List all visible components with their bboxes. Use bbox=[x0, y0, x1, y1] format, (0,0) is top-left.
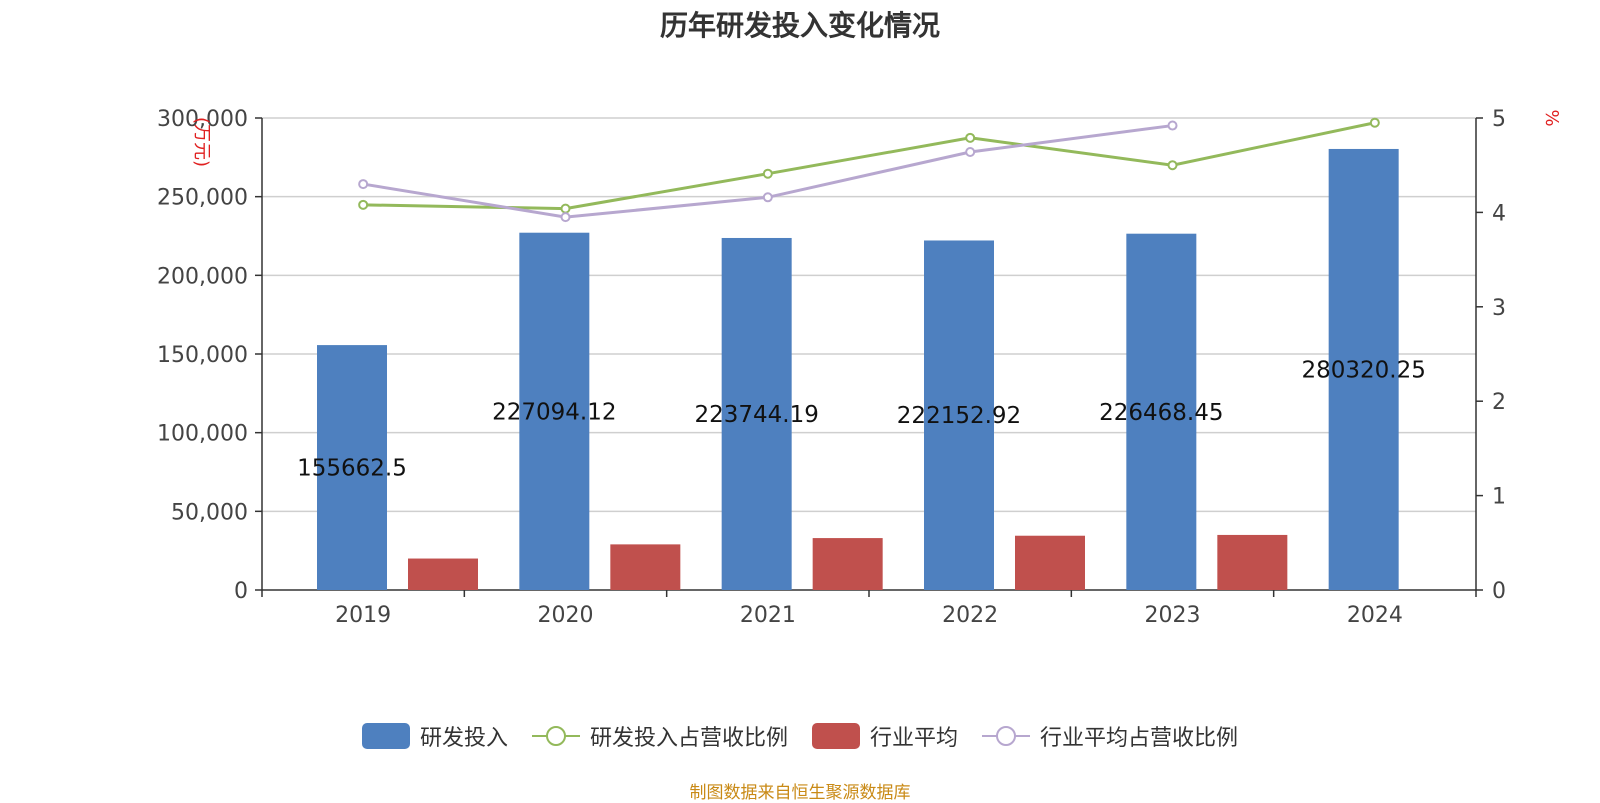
bar-value-label: 227094.12 bbox=[492, 399, 616, 425]
bar-industry-average bbox=[812, 538, 883, 590]
right-tick-label: 4 bbox=[1492, 201, 1506, 226]
bar-value-label: 280320.25 bbox=[1301, 357, 1425, 383]
legend-swatch-industry-average bbox=[812, 723, 860, 749]
right-tick-label: 5 bbox=[1492, 107, 1506, 132]
point-industry-ratio bbox=[965, 146, 976, 157]
bar-value-label: 222152.92 bbox=[897, 403, 1021, 429]
left-axis-unit: (万元) bbox=[191, 117, 212, 167]
legend-swatch-rd-ratio bbox=[531, 726, 580, 746]
right-axis-unit: % bbox=[1541, 109, 1562, 126]
point-industry-ratio bbox=[762, 192, 773, 203]
legend-swatch-rd-investment bbox=[361, 723, 410, 749]
chart-title: 历年研发投入变化情况 bbox=[659, 9, 940, 42]
x-tick-label: 2022 bbox=[942, 603, 998, 628]
legend: 研发投入 研发投入占营收比例 行业平均 行业平均占营收比例 bbox=[0, 720, 1600, 752]
bar-rd-investment bbox=[1328, 148, 1399, 590]
line-rd-ratio bbox=[363, 121, 1376, 211]
bar-industry-average bbox=[1217, 534, 1288, 590]
left-tick-label: 250,000 bbox=[157, 186, 248, 211]
left-tick-label: 200,000 bbox=[157, 264, 248, 289]
point-industry-ratio bbox=[1167, 120, 1178, 131]
right-tick-label: 3 bbox=[1492, 296, 1506, 321]
bar-rd-investment bbox=[317, 345, 387, 590]
bar-industry-average bbox=[610, 544, 681, 590]
bar-value-label: 155662.5 bbox=[297, 456, 407, 482]
bar-rd-investment bbox=[1126, 233, 1197, 590]
legend-item-rd-ratio[interactable]: 研发投入占营收比例 bbox=[531, 720, 788, 752]
right-tick-label: 2 bbox=[1492, 390, 1506, 415]
x-tick-label: 2021 bbox=[740, 603, 796, 628]
x-tick-label: 2023 bbox=[1145, 603, 1201, 628]
point-industry-ratio bbox=[358, 179, 369, 190]
legend-swatch-industry-ratio bbox=[982, 726, 1031, 746]
x-tick-label: 2020 bbox=[538, 603, 594, 628]
left-tick-label: 50,000 bbox=[171, 500, 248, 525]
bar-rd-investment bbox=[924, 240, 994, 590]
legend-label-rd-ratio: 研发投入占营收比例 bbox=[589, 726, 788, 751]
point-rd-ratio bbox=[762, 168, 773, 179]
bar-industry-average bbox=[1015, 535, 1085, 590]
left-tick-label: 150,000 bbox=[157, 343, 248, 368]
point-industry-ratio bbox=[560, 212, 571, 223]
bar-industry-average bbox=[408, 558, 478, 590]
left-tick-label: 300,000 bbox=[157, 107, 248, 132]
x-tick-label: 2024 bbox=[1347, 603, 1403, 628]
legend-item-industry-ratio[interactable]: 行业平均占营收比例 bbox=[982, 720, 1238, 752]
left-tick-label: 0 bbox=[234, 579, 248, 604]
point-rd-ratio bbox=[1369, 117, 1380, 128]
legend-item-rd-investment[interactable]: 研发投入 bbox=[361, 720, 508, 752]
point-rd-ratio bbox=[1167, 160, 1178, 171]
legend-label-industry-average: 行业平均 bbox=[870, 726, 959, 751]
x-tick-label: 2019 bbox=[335, 603, 391, 628]
legend-label-industry-ratio: 行业平均占营收比例 bbox=[1040, 726, 1239, 751]
point-rd-ratio bbox=[965, 132, 976, 143]
source-note: 制图数据来自恒生聚源数据库 bbox=[689, 783, 911, 803]
right-tick-label: 1 bbox=[1492, 485, 1506, 510]
legend-label-rd-investment: 研发投入 bbox=[419, 726, 508, 751]
bar-value-label: 223744.19 bbox=[694, 402, 818, 428]
bar-value-label: 226468.45 bbox=[1099, 400, 1223, 426]
point-rd-ratio bbox=[560, 203, 571, 214]
left-tick-label: 100,000 bbox=[157, 422, 248, 447]
legend-item-industry-average[interactable]: 行业平均 bbox=[812, 720, 958, 752]
chart-plot: 0 50,000 100,000 150,000 200,000 250,000 300,0… bbox=[157, 107, 1562, 628]
bar-rd-investment bbox=[519, 232, 590, 590]
bar-rd-investment bbox=[721, 237, 792, 590]
point-rd-ratio bbox=[358, 199, 369, 210]
right-tick-label: 0 bbox=[1492, 579, 1506, 604]
